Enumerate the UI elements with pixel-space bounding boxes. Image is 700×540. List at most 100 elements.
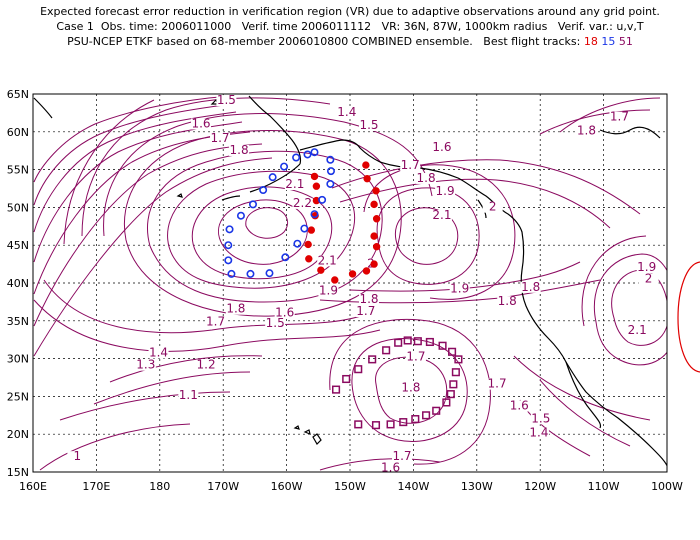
track-51-point [442,398,451,407]
track-51-point [399,418,408,427]
y-tick-label: 50N [7,201,29,214]
contour-label: 1.4 [529,426,548,440]
track-18-point [370,260,378,268]
contour-label-bg [196,359,217,371]
x-tick-label: 160W [271,480,303,493]
track-15-point [259,186,268,195]
track-15-point [224,241,233,250]
lat-lon-grid [33,94,667,472]
contour-label-bg [336,107,357,119]
contour-label-bg [135,359,156,371]
contour-label: 1.8 [401,380,420,394]
contour-label: 1.8 [577,123,596,137]
contour-label-bg [380,462,401,474]
track-18-point [372,243,381,251]
contour-label-bg [67,451,88,463]
title-line-2: Case 1 Obs. time: 2006011000 Verif. time… [56,20,644,33]
contour-label: 1.9 [450,281,469,295]
contour-label-bg [292,197,313,209]
track-18-point [370,200,378,209]
track-51-label: 51 [618,35,633,48]
contour-label: 1.6 [510,398,529,412]
track-51-point [448,347,457,356]
contour-label: 1.8 [359,292,378,306]
contour-label: 1.6 [432,140,451,154]
track-15-label: 15 [601,35,616,48]
track-51-point [425,337,434,347]
x-tick-label: 120W [524,480,556,493]
track-15-point [225,225,234,234]
contour-label: 2.1 [432,208,451,222]
track-18-point [362,267,371,275]
track-51-point [354,420,363,429]
track-15-point [281,253,290,262]
contour-label-bg [355,305,376,317]
track-51-point [394,338,403,347]
contour-label-bg [431,141,452,153]
contour-label: 2 [489,200,497,214]
x-tick-label: 170E [82,480,110,493]
x-tick-label: 180 [149,480,170,493]
contour-label-bg [210,132,231,144]
contour-label-bg [449,283,470,295]
track-15-point [246,269,255,278]
x-tick-label: 110W [588,480,620,493]
contour-label: 1.1 [179,388,198,402]
track-15-point [310,148,319,157]
contour-label: 2.1 [628,323,647,337]
track-15-point [224,256,233,265]
track-18-point [362,161,370,169]
contour-label-bg [530,413,551,425]
plot-frame [32,93,668,473]
contour-label-bg [191,118,212,130]
contour-label: 2.1 [318,253,337,267]
track-18-point [348,270,357,278]
track-51-point [332,385,341,394]
track-15-point [300,224,309,233]
contour-label: 1.8 [417,171,436,185]
y-tick-label: 40N [7,277,29,290]
track-51-point [438,341,447,350]
y-tick-label: 45N [7,239,29,252]
y-tick-label: 55N [7,164,29,177]
contour-lines [33,95,667,471]
contour-label-bg [431,209,452,221]
contour-label-bg [482,201,503,213]
contour-label-bg [216,95,237,107]
track-18-point [310,172,319,181]
track-15-point [326,179,335,188]
track-15-point [318,195,327,204]
track-15-point [268,173,277,182]
title-line-3-prefix: PSU-NCEP ETKF based on 68-member 2006010… [67,35,584,48]
contour-label: 1.7 [210,131,229,145]
title-line-1: Expected forecast error reduction in ver… [40,5,660,18]
y-tick-label: 30N [7,353,29,366]
contour-label: 1.4 [149,346,168,360]
contour-label-bg [487,378,508,390]
contour-label: 1.7 [610,110,629,124]
track-15-point [292,153,301,162]
track-51-point [403,336,412,345]
track-18-point [317,266,325,274]
track-51-point [454,355,463,364]
track-51-point [354,365,363,374]
track-51-point [386,420,395,429]
contour-label: 1.8 [521,280,540,294]
contour-label: 1.3 [136,358,155,372]
track-15-point [310,210,319,219]
contour-label-bg [229,144,250,156]
contour-label-bg [576,125,597,137]
y-tick-label: 20N [7,428,29,441]
contour-label: 1.7 [488,377,507,391]
axis-labels: 160E 170E 180 170W 160W 150W 140W 130W 120W 110W 1… [7,88,683,493]
contour-label: 1.8 [226,302,245,316]
track-18-label: 18 [583,35,598,48]
x-tick-label: 130W [461,480,493,493]
contour-label-bg [317,255,338,267]
contour-label-bg [391,451,412,463]
x-tick-label: 100W [651,480,683,493]
track-15-point [265,269,274,278]
track-18-point [331,276,339,284]
contour-label: 2 [645,271,653,285]
